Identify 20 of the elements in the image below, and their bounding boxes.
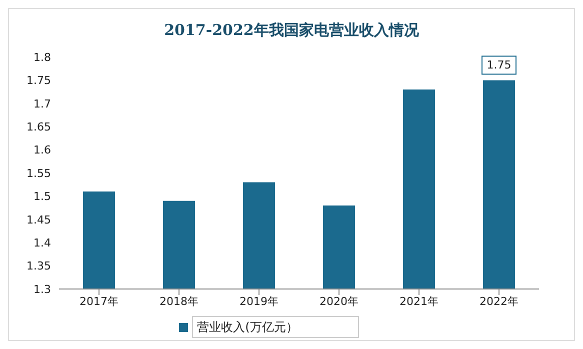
x-tick-label: 2018年 — [160, 294, 198, 308]
chart-title: 2017-2022年我国家电营业收入情况 — [163, 20, 420, 41]
x-tick-label: 2021年 — [400, 294, 438, 308]
y-tick-label: 1.45 — [26, 213, 51, 226]
y-tick-label: 1.55 — [26, 166, 51, 180]
x-tick-label: 2020年 — [320, 294, 358, 308]
y-tick-label: 1.65 — [26, 120, 51, 134]
y-tick-label: 1.75 — [26, 74, 51, 88]
y-tick-label: 1.3 — [34, 282, 51, 296]
legend-label: 营业收入(万亿元） — [192, 316, 359, 338]
y-tick-label: 1.4 — [34, 236, 51, 250]
x-tick-label: 2019年 — [240, 294, 278, 308]
x-tick-label: 2017年 — [80, 294, 118, 308]
y-tick-label: 1.5 — [34, 190, 51, 204]
y-tick-label: 1.7 — [34, 97, 51, 110]
x-tick-label: 2022年 — [480, 294, 518, 308]
y-tick-label: 1.35 — [26, 260, 51, 273]
data-label: 1.75 — [486, 58, 512, 72]
y-tick-label: 1.6 — [34, 144, 51, 157]
y-tick-label: 1.8 — [34, 50, 51, 64]
